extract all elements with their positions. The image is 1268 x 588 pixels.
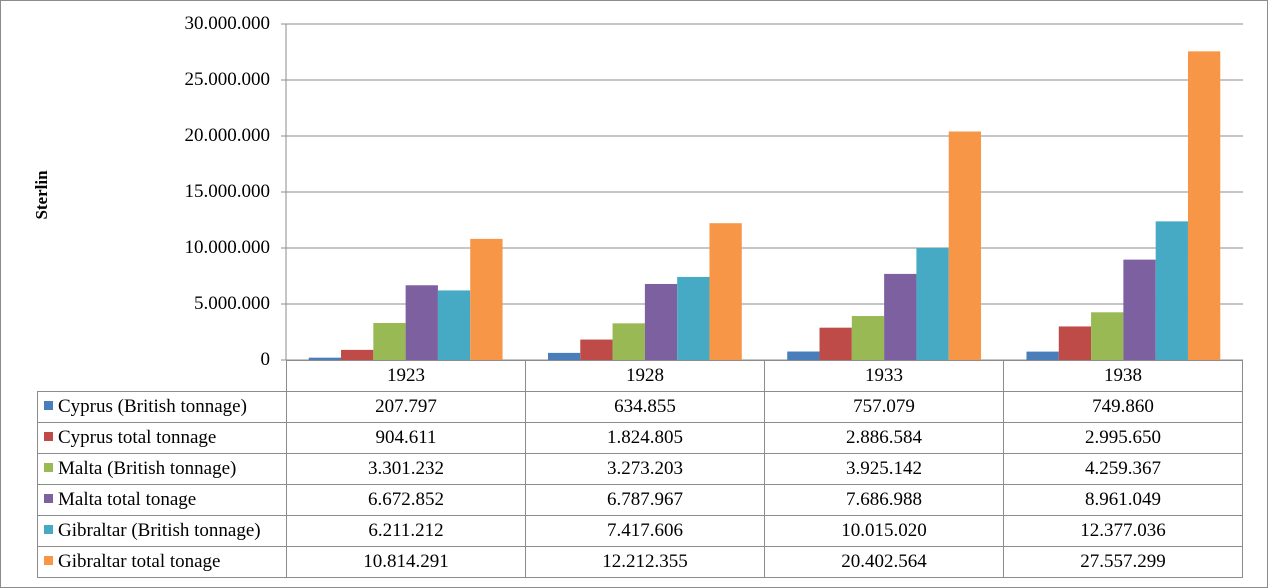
- bar: [677, 276, 710, 360]
- bar: [709, 223, 742, 360]
- data-value: 1.824.805: [525, 422, 765, 454]
- data-value: 3.273.203: [525, 453, 765, 485]
- series-label: Malta total tonage: [37, 484, 287, 516]
- legend-key: [44, 432, 53, 442]
- y-tick-label: 30.000.000: [184, 13, 271, 34]
- series-label: Cyprus total tonnage: [37, 422, 287, 454]
- series-label: Malta (British tonnage): [37, 453, 287, 485]
- table-row: Malta (British tonnage) 3.301.232 3.273.20…: [37, 453, 1243, 485]
- y-tick-label: 10.000.000: [184, 237, 271, 258]
- bar: [819, 327, 852, 360]
- table-row: Malta total tonage 6.672.852 6.787.967 7.68…: [37, 484, 1243, 516]
- bar: [884, 273, 917, 360]
- data-value: 2.886.584: [764, 422, 1004, 454]
- legend-key: [44, 463, 53, 473]
- data-value: 7.686.988: [764, 484, 1004, 516]
- bar: [1155, 221, 1188, 360]
- data-value: 12.212.355: [525, 546, 765, 578]
- bar: [1058, 326, 1092, 360]
- data-value: 757.079: [764, 391, 1004, 423]
- data-value: 2.995.650: [1003, 422, 1243, 454]
- table-row: Cyprus (British tonnage) 207.797 634.855 75…: [37, 391, 1243, 423]
- y-tick-label: 20.000.000: [184, 125, 271, 146]
- table-header-row: 1923 1928 1933 1938: [37, 360, 1243, 392]
- table-row: Gibraltar total tonage 10.814.291 12.212.3…: [37, 546, 1243, 578]
- bar: [547, 352, 581, 360]
- y-tick-label: 15.000.000: [184, 181, 271, 202]
- data-value: 27.557.299: [1003, 546, 1243, 578]
- data-value: 7.417.606: [525, 515, 765, 547]
- data-value: 10.015.020: [764, 515, 1004, 547]
- legend-key: [44, 525, 53, 535]
- category-label: 1938: [1003, 360, 1243, 392]
- data-value: 904.611: [286, 422, 526, 454]
- data-value: 20.402.564: [764, 546, 1004, 578]
- legend-key: [44, 401, 53, 411]
- bar: [405, 285, 438, 360]
- series-name: Gibraltar total tonage: [58, 551, 221, 572]
- bar: [580, 339, 613, 360]
- category-label: 1923: [286, 360, 526, 392]
- data-value: 3.301.232: [286, 453, 526, 485]
- data-value: 634.855: [525, 391, 765, 423]
- bar: [1123, 259, 1156, 360]
- y-tick-label: 5.000.000: [194, 293, 270, 314]
- table-corner: [37, 360, 287, 392]
- bar: [470, 238, 503, 360]
- bar: [916, 247, 949, 360]
- bar: [948, 131, 982, 360]
- category-label: 1933: [764, 360, 1004, 392]
- data-value: 6.787.967: [525, 484, 765, 516]
- data-value: 207.797: [286, 391, 526, 423]
- data-table: 1923 1928 1933 1938 Cyprus (British tonnage)…: [37, 360, 1243, 578]
- data-value: 6.211.212: [286, 515, 526, 547]
- data-value: 8.961.049: [1003, 484, 1243, 516]
- legend-key: [44, 556, 53, 566]
- y-tick-label: 25.000.000: [184, 69, 271, 90]
- series-name: Cyprus (British tonnage): [58, 396, 247, 417]
- table-row: Cyprus total tonnage 904.611 1.824.805 2.88…: [37, 422, 1243, 454]
- category-label: 1928: [525, 360, 765, 392]
- data-value: 3.925.142: [764, 453, 1004, 485]
- series-name: Malta total tonage: [58, 489, 197, 510]
- y-tick-label: 0: [260, 349, 271, 370]
- bar: [612, 323, 645, 360]
- series-label: Gibraltar (British tonnage): [37, 515, 287, 547]
- legend-key: [44, 494, 53, 504]
- bar: [787, 351, 820, 360]
- series-name: Cyprus total tonnage: [58, 427, 217, 448]
- bar: [308, 357, 342, 360]
- series-label: Cyprus (British tonnage): [37, 391, 287, 423]
- bar: [851, 316, 885, 360]
- bar: [1091, 312, 1124, 360]
- data-value: 12.377.036: [1003, 515, 1243, 547]
- series-name: Malta (British tonnage): [58, 458, 237, 479]
- data-value: 4.259.367: [1003, 453, 1243, 485]
- bar: [341, 349, 374, 360]
- bar: [437, 290, 471, 360]
- bar: [1026, 351, 1059, 360]
- table-row: Gibraltar (British tonnage) 6.211.212 7.41…: [37, 515, 1243, 547]
- data-value: 10.814.291: [286, 546, 526, 578]
- data-value: 6.672.852: [286, 484, 526, 516]
- bar: [1187, 51, 1221, 361]
- series-label: Gibraltar total tonage: [37, 546, 287, 578]
- bar: [644, 283, 678, 360]
- series-name: Gibraltar (British tonnage): [58, 520, 261, 541]
- bar: [373, 323, 406, 360]
- data-value: 749.860: [1003, 391, 1243, 423]
